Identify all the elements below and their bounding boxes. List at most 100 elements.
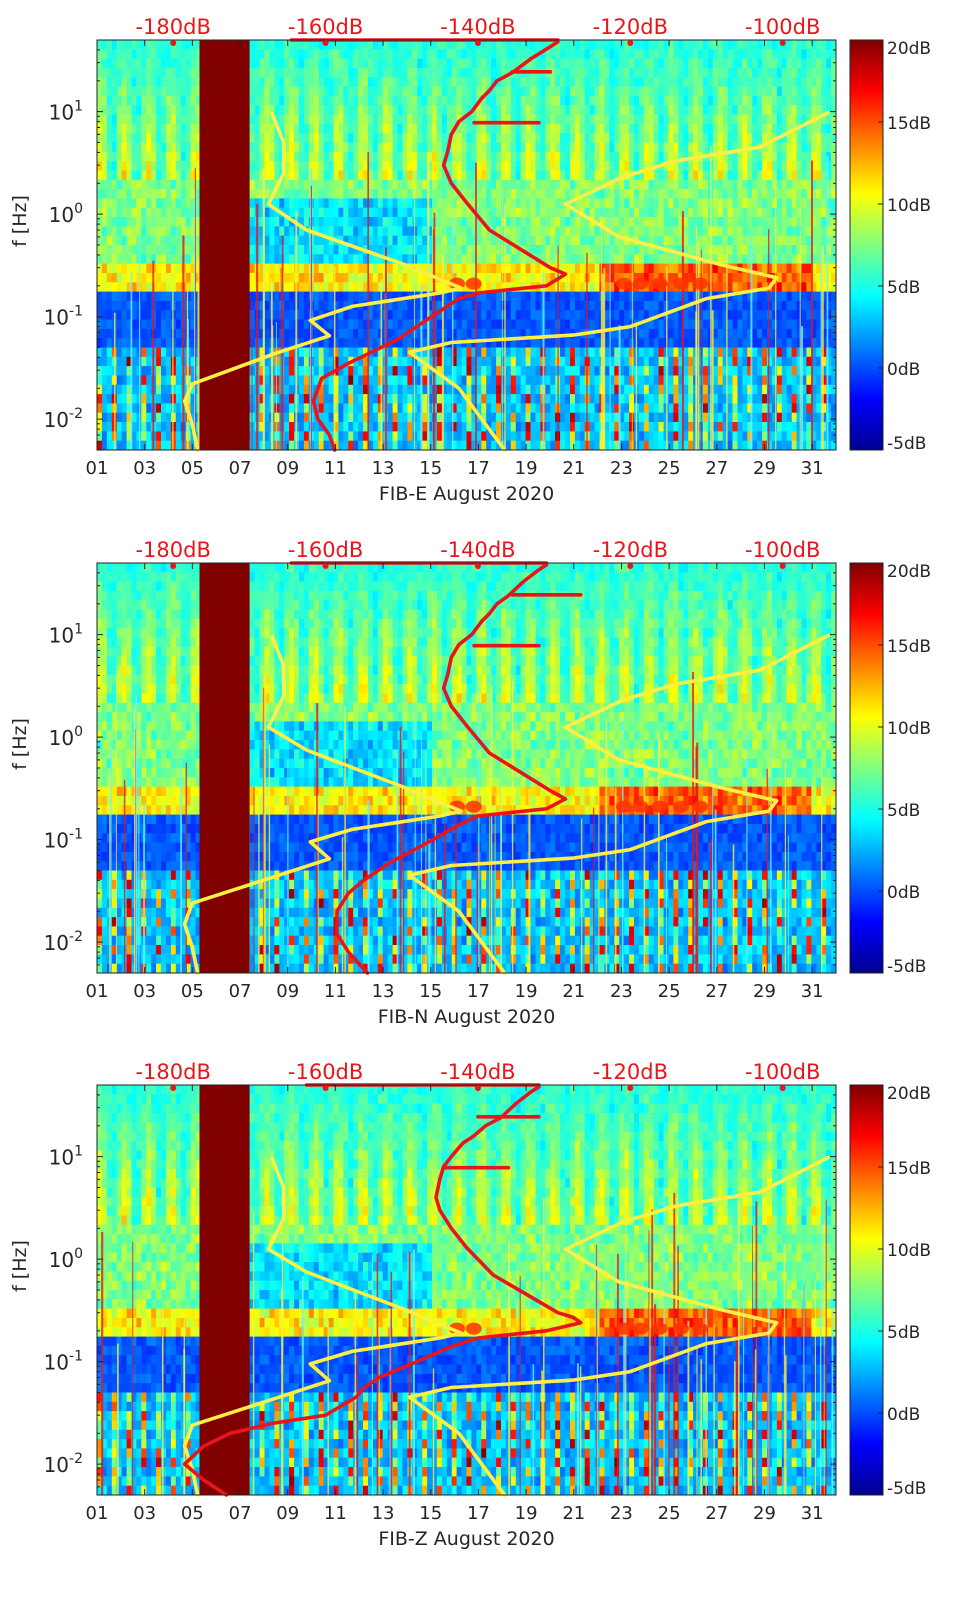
- spectrogram-cell: [476, 366, 482, 376]
- spectrogram-cell: [545, 77, 551, 87]
- spectrogram-cell: [496, 282, 502, 292]
- spectrogram-cell: [501, 170, 507, 181]
- spectrogram-cell: [333, 198, 339, 209]
- spectrogram-cell: [530, 226, 536, 237]
- spectrogram-cell: [545, 422, 551, 432]
- spectrogram-cell: [269, 254, 275, 264]
- spectrogram-cell: [550, 95, 556, 106]
- spectrogram-cell: [441, 291, 448, 302]
- spectrogram-cell: [259, 105, 265, 115]
- spectrogram-cell: [653, 77, 659, 87]
- spectrogram-cell: [303, 207, 310, 218]
- spectrogram-cell: [609, 440, 615, 451]
- spectrogram-cell: [545, 105, 551, 115]
- spectrogram-cell: [412, 68, 418, 78]
- spectrogram-cell: [343, 356, 349, 367]
- spectrogram-cell: [560, 179, 566, 190]
- spectrogram-cell: [368, 412, 374, 423]
- spectrogram-cell: [624, 217, 630, 227]
- spectrogram-cell: [481, 310, 487, 320]
- spectrogram-cell: [377, 179, 384, 190]
- spectrogram-cell: [387, 170, 393, 181]
- spectrogram-cell: [481, 366, 487, 376]
- spectrogram-cell: [594, 123, 600, 134]
- spectrogram-cell: [515, 291, 522, 302]
- spectrogram-cell: [131, 40, 137, 50]
- spectrogram-cell: [323, 356, 329, 367]
- spectrogram-cell: [368, 291, 374, 302]
- spectrogram-cell: [496, 40, 502, 50]
- spectrogram-cell: [432, 198, 438, 209]
- spectrogram-cell: [387, 375, 393, 386]
- spectrogram-cell: [525, 375, 531, 386]
- spectrogram-cell: [259, 282, 265, 292]
- spectrogram-cell: [614, 394, 620, 404]
- spectrogram-cell: [638, 300, 645, 311]
- spectrogram-cell: [185, 95, 191, 106]
- spectrogram-cell: [313, 151, 320, 162]
- spectrogram-cell: [456, 263, 462, 274]
- spectrogram-cell: [392, 170, 398, 181]
- spectrogram-cell: [570, 394, 576, 404]
- spectrogram-cell: [97, 235, 103, 246]
- spectrogram-cell: [466, 207, 472, 218]
- spectrogram-cell: [476, 161, 482, 171]
- spectrogram-cell: [121, 142, 127, 153]
- spectrogram-cell: [338, 217, 344, 227]
- spectrogram-cell: [486, 263, 492, 274]
- spectrogram-cell: [407, 440, 413, 451]
- spectrogram-cell: [560, 142, 566, 153]
- spectrogram-cell: [141, 440, 147, 451]
- spectrogram-cell: [471, 347, 477, 358]
- spectrogram-cell: [333, 245, 339, 255]
- spectrogram-cell: [609, 133, 615, 143]
- spectrogram-cell: [530, 95, 536, 106]
- spectrogram-cell: [505, 40, 512, 50]
- spectrogram-cell: [471, 58, 477, 69]
- spectrogram-cell: [377, 68, 384, 78]
- spectrogram-cell: [638, 412, 645, 423]
- spectrogram-cell: [299, 282, 305, 292]
- spectrogram-cell: [505, 384, 512, 395]
- spectrogram-cell: [609, 68, 615, 78]
- spectrogram-cell: [550, 133, 556, 143]
- spectrogram-cell: [274, 245, 280, 255]
- spectrogram-cell: [589, 123, 595, 134]
- spectrogram-cell: [161, 207, 167, 218]
- spectrogram-cell: [653, 68, 659, 78]
- spectrogram-cell: [313, 440, 320, 451]
- spectrogram-cell: [643, 68, 650, 78]
- spectrogram-cell: [574, 356, 581, 367]
- spectrogram-cell: [348, 142, 354, 153]
- spectrogram-cell: [101, 123, 108, 134]
- spectrogram-cell: [106, 263, 113, 274]
- spectrogram-cell: [190, 114, 196, 125]
- spectrogram-cell: [323, 263, 329, 274]
- spectrogram-cell: [338, 142, 344, 153]
- spectrogram-cell: [436, 68, 443, 78]
- spectrogram-cell: [377, 440, 384, 451]
- spectrogram-cell: [432, 151, 438, 162]
- spectrogram-cell: [146, 245, 152, 255]
- spectrogram-cell: [466, 179, 472, 190]
- spectrogram-cell: [466, 105, 472, 115]
- spectrogram-cell: [161, 440, 167, 451]
- spectrogram-cell: [358, 422, 364, 432]
- spectrogram-cell: [387, 282, 393, 292]
- spectrogram-cell: [579, 189, 586, 199]
- spectrogram-cell: [156, 133, 162, 143]
- spectrogram-cell: [259, 422, 265, 432]
- spectrogram-cell: [363, 366, 369, 376]
- spectrogram-cell: [131, 49, 137, 59]
- spectrogram-cell: [185, 235, 191, 246]
- spectrogram-cell: [190, 300, 196, 311]
- spectrogram-cell: [540, 123, 546, 134]
- spectrogram-cell: [594, 347, 600, 358]
- spectrogram-cell: [121, 123, 127, 134]
- spectrogram-cell: [372, 347, 379, 358]
- spectrogram-cell: [412, 133, 418, 143]
- spectrogram-cell: [254, 68, 260, 78]
- spectrogram-cell: [599, 77, 605, 87]
- spectrogram-cell: [594, 151, 600, 162]
- spectrogram-cell: [565, 123, 571, 134]
